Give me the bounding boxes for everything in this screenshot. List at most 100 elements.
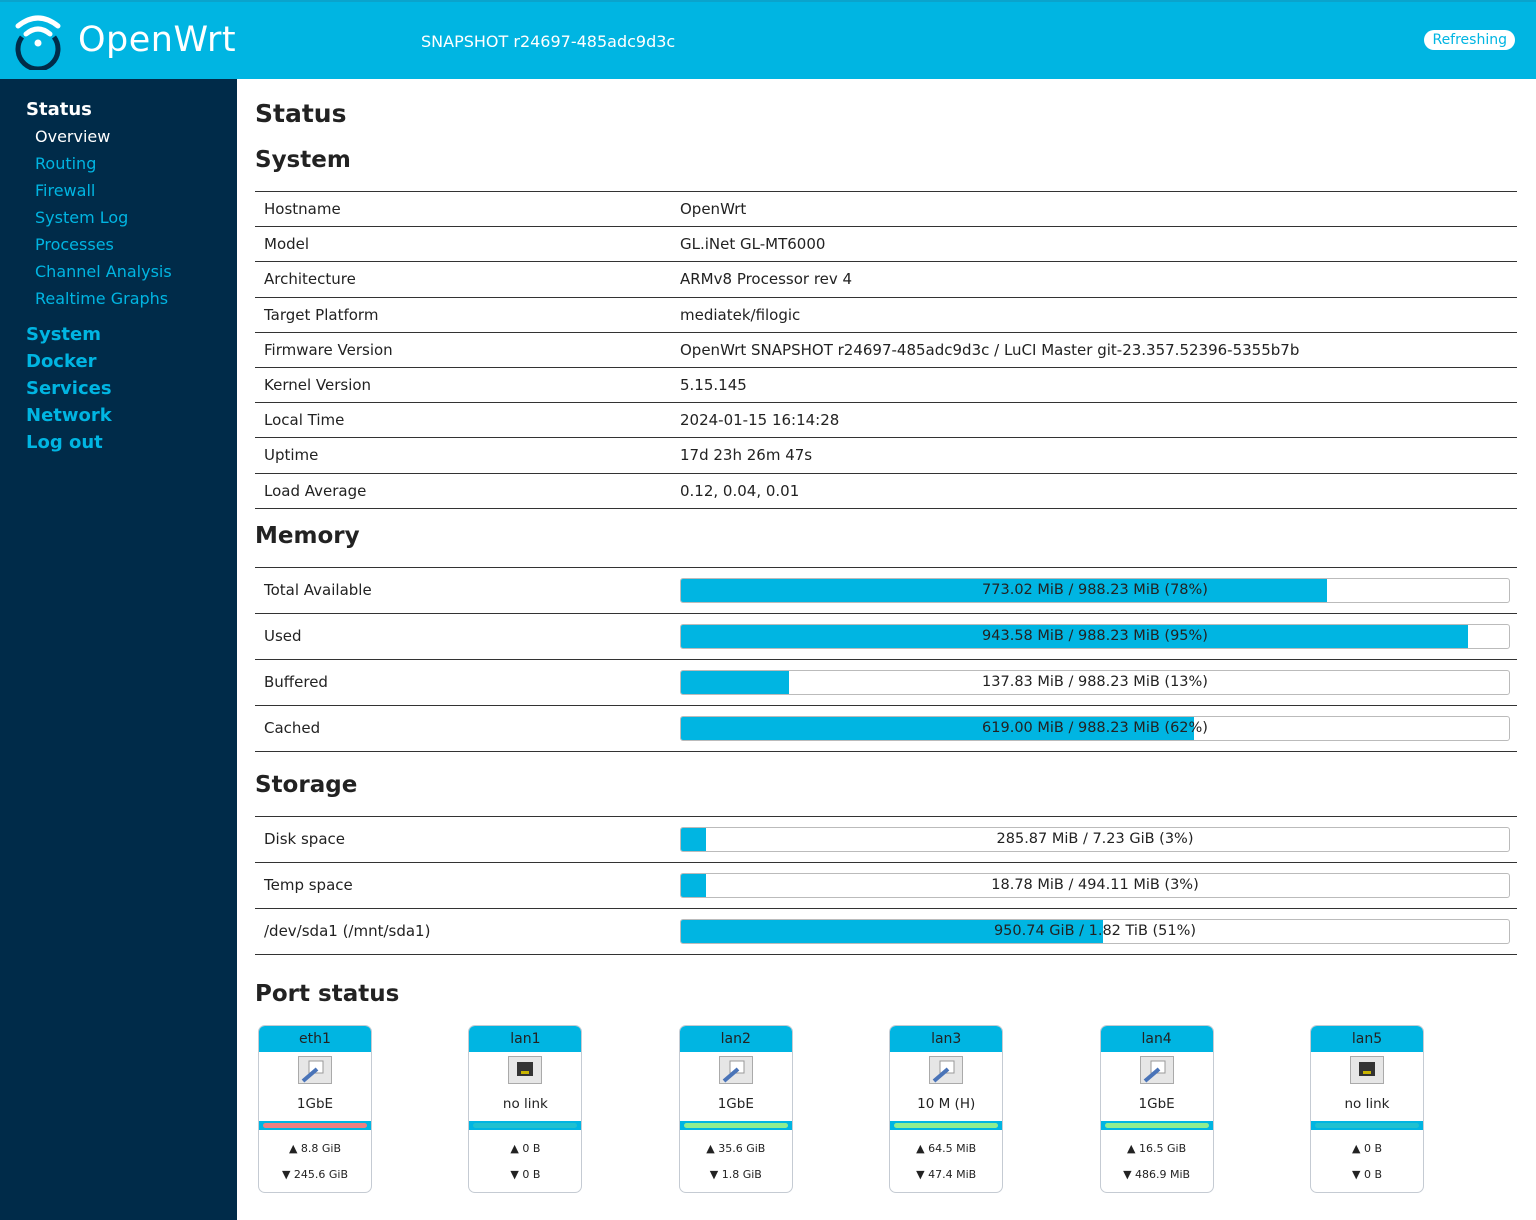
link-indicator bbox=[1315, 1122, 1419, 1128]
sidebar-item-overview[interactable]: Overview bbox=[35, 127, 111, 146]
port-tx: ▲ 16.5 GiB bbox=[1127, 1141, 1187, 1155]
row-label: Model bbox=[264, 235, 310, 254]
progress-fill bbox=[681, 670, 789, 694]
port-speed: no link bbox=[1344, 1095, 1390, 1112]
row-label: Total Available bbox=[264, 581, 372, 600]
row-value: 0.12, 0.04, 0.01 bbox=[680, 481, 800, 500]
table-row: Kernel Version 5.15.145 bbox=[255, 368, 1517, 404]
sidebar-section-services[interactable]: Services bbox=[26, 378, 112, 399]
row-value: 137.83 MiB / 988.23 MiB (13%) bbox=[680, 669, 1517, 695]
progress-text: 619.00 MiB / 988.23 MiB (62%) bbox=[982, 719, 1208, 736]
port-status-heading: Port status bbox=[255, 980, 400, 1007]
row-value: ARMv8 Processor rev 4 bbox=[680, 270, 853, 289]
sidebar: Status Overview Routing Firewall System Log P… bbox=[0, 79, 237, 1220]
row-label: /dev/sda1 (/mnt/sda1) bbox=[264, 922, 431, 941]
ethernet-disconnected-icon bbox=[1350, 1055, 1384, 1084]
link-indicator bbox=[1104, 1122, 1209, 1128]
port-card[interactable]: lan2 1GbE ▲ 35.6 GiB ▼ 1.8 GiB bbox=[678, 1024, 793, 1193]
table-row: Uptime 17d 23h 26m 47s bbox=[255, 438, 1517, 474]
table-row: Firmware Version OpenWrt SNAPSHOT r24697-… bbox=[255, 333, 1517, 368]
row-label: Kernel Version bbox=[264, 376, 372, 395]
brand-name[interactable]: OpenWrt bbox=[78, 20, 237, 60]
port-rx: ▼ 1.8 GiB bbox=[709, 1167, 762, 1181]
header: OpenWrt SNAPSHOT r24697-485adc9d3c Refre… bbox=[0, 0, 1536, 79]
port-rx: ▼ 486.9 MiB bbox=[1123, 1167, 1191, 1181]
table-row: Local Time 2024-01-15 16:14:28 bbox=[255, 403, 1517, 439]
row-value: GL.iNet GL-MT6000 bbox=[680, 235, 826, 254]
table-row: Disk space 285.87 MiB / 7.23 GiB (3%) bbox=[255, 817, 1517, 863]
row-label: Temp space bbox=[264, 876, 353, 895]
port-speed: 10 M (H) bbox=[917, 1095, 976, 1112]
port-card[interactable]: lan4 1GbE ▲ 16.5 GiB ▼ 486.9 MiB bbox=[1099, 1024, 1214, 1193]
firmware-version: SNAPSHOT r24697-485adc9d3c bbox=[421, 32, 676, 51]
link-indicator bbox=[473, 1122, 578, 1128]
sidebar-section-log-out[interactable]: Log out bbox=[26, 432, 103, 453]
row-label: Firmware Version bbox=[264, 340, 393, 359]
row-label: Disk space bbox=[264, 830, 345, 849]
port-card[interactable]: eth1 1GbE ▲ 8.8 GiB ▼ 245.6 GiB bbox=[258, 1024, 372, 1193]
row-value: 17d 23h 26m 47s bbox=[680, 446, 813, 465]
port-rx: ▼ 47.4 MiB bbox=[916, 1167, 977, 1181]
row-label: Load Average bbox=[264, 481, 367, 500]
row-label: Buffered bbox=[264, 673, 328, 692]
table-row: Target Platform mediatek/filogic bbox=[255, 298, 1517, 333]
progress-fill bbox=[681, 716, 1195, 740]
openwrt-logo-icon bbox=[15, 15, 61, 70]
storage-table: Disk space 285.87 MiB / 7.23 GiB (3%) Temp… bbox=[255, 815, 1517, 955]
row-value: 18.78 MiB / 494.11 MiB (3%) bbox=[680, 872, 1517, 898]
sidebar-section-network[interactable]: Network bbox=[26, 405, 112, 426]
port-tx: ▲ 35.6 GiB bbox=[706, 1141, 766, 1155]
progress-bar: 950.74 GiB / 1.82 TiB (51%) bbox=[680, 918, 1510, 944]
sidebar-item-firewall[interactable]: Firewall bbox=[35, 181, 96, 200]
port-status-bar bbox=[1311, 1120, 1423, 1130]
port-name: eth1 bbox=[259, 1025, 371, 1052]
port-rx: ▼ 245.6 GiB bbox=[281, 1167, 349, 1181]
sidebar-section-docker[interactable]: Docker bbox=[26, 351, 97, 372]
port-rx: ▼ 0 B bbox=[1352, 1167, 1382, 1181]
sidebar-item-channel-analysis[interactable]: Channel Analysis bbox=[35, 262, 172, 281]
storage-heading: Storage bbox=[255, 771, 358, 798]
sidebar-item-realtime-graphs[interactable]: Realtime Graphs bbox=[35, 289, 169, 308]
sidebar-section-status[interactable]: Status bbox=[26, 99, 92, 120]
port-card[interactable]: lan3 10 M (H) ▲ 64.5 MiB ▼ 47.4 MiB bbox=[889, 1024, 1004, 1193]
progress-fill bbox=[681, 827, 706, 851]
port-status-bar bbox=[469, 1120, 582, 1130]
progress-fill bbox=[681, 873, 706, 897]
sidebar-item-system-log[interactable]: System Log bbox=[35, 208, 129, 227]
refreshing-indicator[interactable]: Refreshing bbox=[1424, 30, 1515, 50]
progress-bar: 619.00 MiB / 988.23 MiB (62%) bbox=[680, 715, 1510, 741]
row-value: 285.87 MiB / 7.23 GiB (3%) bbox=[680, 826, 1517, 852]
link-indicator bbox=[683, 1122, 788, 1128]
port-tx: ▲ 0 B bbox=[1352, 1141, 1382, 1155]
progress-text: 137.83 MiB / 988.23 MiB (13%) bbox=[982, 673, 1208, 690]
port-speed: 1GbE bbox=[296, 1095, 334, 1112]
progress-bar: 773.02 MiB / 988.23 MiB (78%) bbox=[680, 577, 1510, 603]
row-value: mediatek/filogic bbox=[680, 305, 801, 324]
port-status-bar bbox=[679, 1120, 792, 1130]
link-indicator bbox=[263, 1122, 367, 1128]
row-value: 943.58 MiB / 988.23 MiB (95%) bbox=[680, 623, 1517, 649]
port-speed: 1GbE bbox=[1138, 1095, 1175, 1112]
table-row: Buffered 137.83 MiB / 988.23 MiB (13%) bbox=[255, 660, 1517, 706]
port-card[interactable]: lan1 no link ▲ 0 B ▼ 0 B bbox=[468, 1024, 583, 1193]
port-name: lan3 bbox=[890, 1025, 1003, 1052]
table-row: Used 943.58 MiB / 988.23 MiB (95%) bbox=[255, 614, 1517, 660]
sidebar-section-system[interactable]: System bbox=[26, 324, 101, 345]
row-label: Used bbox=[264, 627, 302, 646]
port-tx: ▲ 64.5 MiB bbox=[916, 1141, 977, 1155]
progress-text: 950.74 GiB / 1.82 TiB (51%) bbox=[993, 922, 1197, 939]
main-content: Status System Hostname OpenWrt Model GL.iNe… bbox=[255, 79, 1517, 1205]
row-value: OpenWrt SNAPSHOT r24697-485adc9d3c / LuC… bbox=[680, 340, 1300, 359]
port-card[interactable]: lan5 no link ▲ 0 B ▼ 0 B bbox=[1310, 1024, 1424, 1193]
sidebar-item-routing[interactable]: Routing bbox=[35, 154, 97, 173]
row-value: 619.00 MiB / 988.23 MiB (62%) bbox=[680, 715, 1517, 741]
progress-bar: 285.87 MiB / 7.23 GiB (3%) bbox=[680, 826, 1510, 852]
sidebar-item-processes[interactable]: Processes bbox=[35, 235, 114, 254]
row-label: Cached bbox=[264, 719, 321, 738]
port-rx: ▼ 0 B bbox=[510, 1167, 541, 1181]
ethernet-disconnected-icon bbox=[508, 1055, 543, 1084]
port-status-bar bbox=[890, 1120, 1003, 1130]
port-speed: no link bbox=[502, 1095, 548, 1112]
port-name: lan1 bbox=[469, 1025, 582, 1052]
progress-text: 18.78 MiB / 494.11 MiB (3%) bbox=[991, 876, 1199, 893]
